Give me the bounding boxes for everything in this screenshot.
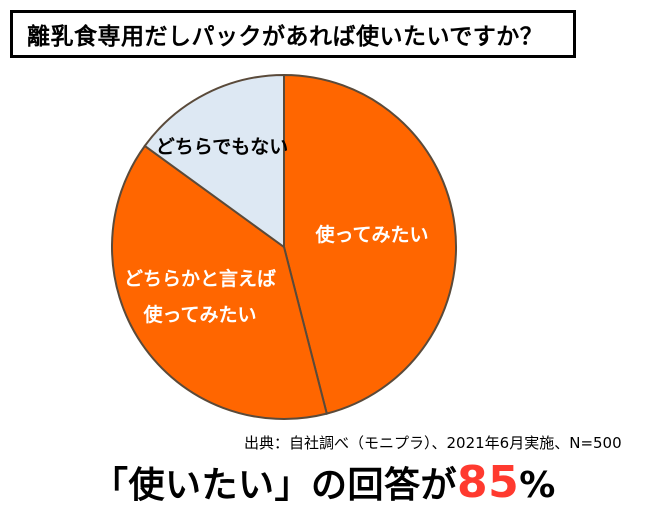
summary-unit: % xyxy=(519,465,556,506)
pie-slice-3 xyxy=(143,73,285,249)
source-note: 出典：自社調べ（モニプラ）、2021年6月実施、N=500 xyxy=(244,434,622,452)
pie-slice-label-3: どちらでもない xyxy=(156,136,288,158)
pie-slice-1 xyxy=(283,73,458,415)
pie-slices xyxy=(110,73,458,421)
summary-value: 85 xyxy=(457,457,520,508)
summary-prefix: 「使いたい」の回答が xyxy=(92,465,458,506)
pie-slice-label-1: 使ってみたい xyxy=(314,224,428,246)
pie-slice-2 xyxy=(110,144,328,421)
pie-slice-label-2: どちらかと言えば使ってみたい xyxy=(124,267,276,326)
chart-title: 離乳食専用だしパックがあれば使いたいですか？ xyxy=(10,10,576,58)
summary-text: 「使いたい」の回答が85% xyxy=(92,456,556,508)
